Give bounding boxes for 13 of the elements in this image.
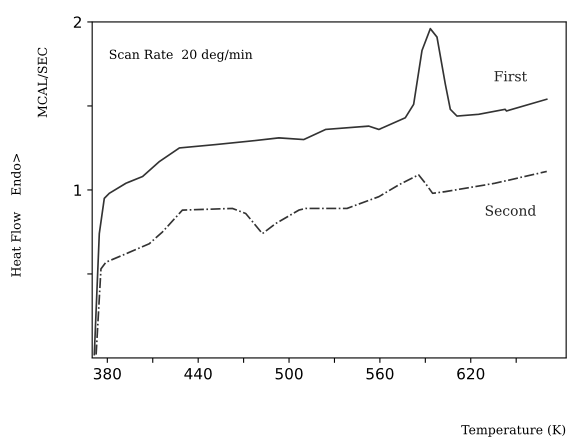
x-axis-title: Temperature (K) xyxy=(461,424,566,437)
x-tick-label: 440 xyxy=(184,368,212,380)
x-tick-label: 620 xyxy=(457,368,484,380)
y-tick-label: 2 xyxy=(74,16,81,28)
series-label: First xyxy=(494,71,528,82)
x-tick-label: 560 xyxy=(366,368,394,380)
x-tick-label: 500 xyxy=(276,368,303,380)
y-axis-title: MCAL/SEC xyxy=(38,48,48,118)
x-tick-label: 380 xyxy=(94,368,121,380)
text: Heat Flow Endo> xyxy=(11,154,21,277)
y-tick-label: 1 xyxy=(74,184,82,196)
annotation: Scan Rate 20 deg/min xyxy=(110,49,252,62)
series-label: Second xyxy=(486,205,536,216)
